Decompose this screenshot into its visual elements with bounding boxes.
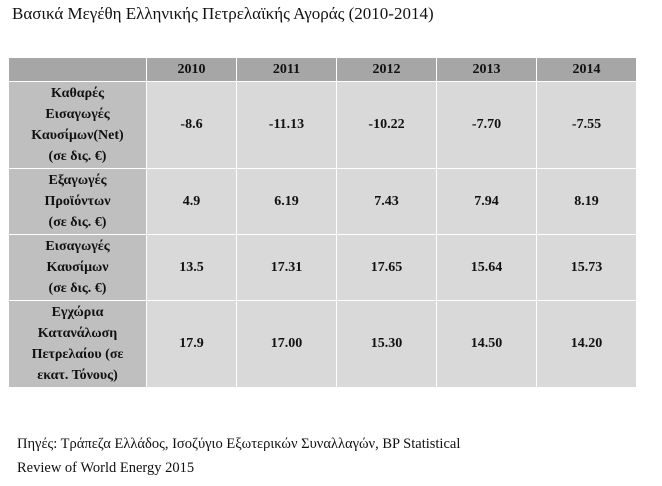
cell: 8.19: [536, 168, 637, 235]
cell: 17.65: [336, 234, 437, 301]
cell: 14.50: [436, 300, 537, 388]
row-label-line: Καθαρές: [51, 86, 104, 101]
row-label: Εξαγωγές Προϊόντων (σε δις. €): [8, 168, 147, 235]
table-row: Εγχώρια Κατανάλωση Πετρελαίου (σε εκατ. Τόν…: [8, 300, 637, 388]
data-table: 2010 2011 2012 2013 2014 Καθαρές Εισαγωγές Καυ…: [8, 57, 637, 388]
cell: 17.31: [236, 234, 337, 301]
cell: 6.19: [236, 168, 337, 235]
row-label-line: Εγχώρια: [51, 305, 104, 320]
row-label-line: (σε δις. €): [48, 149, 107, 164]
cell: 15.73: [536, 234, 637, 301]
corner-cell: [8, 57, 147, 82]
cell: 15.30: [336, 300, 437, 388]
cell: 17.9: [146, 300, 237, 388]
cell: -7.55: [536, 81, 637, 169]
table-row: Εισαγωγές Καυσίμων (σε δις. €) 13.5 17.31 17.…: [8, 234, 637, 301]
row-label-line: Εισαγωγές: [45, 107, 110, 122]
cell: -7.70: [436, 81, 537, 169]
title: Βασικά Μεγέθη Ελληνικής Πετρελαϊκής Αγορ…: [12, 4, 434, 23]
row-label: Εισαγωγές Καυσίμων (σε δις. €): [8, 234, 147, 301]
cell: 13.5: [146, 234, 237, 301]
table-row: Καθαρές Εισαγωγές Καυσίμων(Net) (σε δις. €)…: [8, 81, 637, 169]
source-note: Πηγές: Τράπεζα Ελλάδος, Ισοζύγιο Εξωτερι…: [17, 432, 460, 480]
cell: -11.13: [236, 81, 337, 169]
row-label-line: Προϊόντων: [44, 194, 111, 209]
column-header: 2012: [336, 57, 437, 82]
cell: 4.9: [146, 168, 237, 235]
cell: 17.00: [236, 300, 337, 388]
header-row: 2010 2011 2012 2013 2014: [8, 57, 637, 82]
source-line: Review of World Energy 2015: [17, 460, 195, 476]
row-label-line: Κατανάλωση: [37, 326, 118, 341]
row-label-line: (σε δις. €): [48, 281, 107, 296]
row-label-line: Πετρελαίου (σε: [31, 347, 124, 362]
cell: 7.94: [436, 168, 537, 235]
cell: -8.6: [146, 81, 237, 169]
table-row: Εξαγωγές Προϊόντων (σε δις. €) 4.9 6.19 7.43 7…: [8, 168, 637, 235]
row-label-line: Καυσίμων(Net): [31, 128, 124, 143]
column-header: 2010: [146, 57, 237, 82]
column-header: 2014: [536, 57, 637, 82]
column-header: 2013: [436, 57, 537, 82]
cell: 7.43: [336, 168, 437, 235]
column-header: 2011: [236, 57, 337, 82]
row-label-line: Εισαγωγές: [45, 239, 110, 254]
row-label: Εγχώρια Κατανάλωση Πετρελαίου (σε εκατ. Τόν…: [8, 300, 147, 388]
cell: 15.64: [436, 234, 537, 301]
cell: 14.20: [536, 300, 637, 388]
row-label-line: (σε δις. €): [48, 215, 107, 230]
row-label-line: εκατ. Τόνους): [37, 368, 118, 383]
row-label: Καθαρές Εισαγωγές Καυσίμων(Net) (σε δις. €): [8, 81, 147, 169]
row-label-line: Καυσίμων: [46, 260, 109, 275]
source-line: Πηγές: Τράπεζα Ελλάδος, Ισοζύγιο Εξωτερι…: [17, 436, 461, 452]
row-label-line: Εξαγωγές: [48, 173, 107, 188]
cell: -10.22: [336, 81, 437, 169]
